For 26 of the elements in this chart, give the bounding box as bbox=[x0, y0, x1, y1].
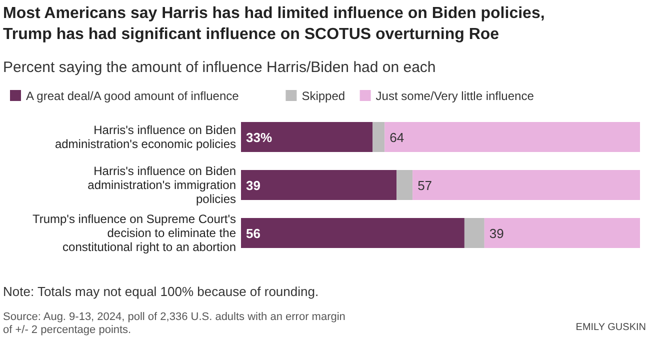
bar bbox=[384, 122, 640, 152]
bar bbox=[372, 122, 385, 152]
data-label: 57 bbox=[418, 178, 432, 193]
y-tick-label: Trump's influence on Supreme Court's decision to eliminate the constitutional right to an abortion bbox=[32, 212, 236, 254]
y-tick-label: Harris's influence on Biden administration's immigration policies bbox=[88, 164, 236, 206]
bar bbox=[484, 218, 640, 248]
bar bbox=[412, 170, 640, 200]
y-tick-label: Harris's influence on Biden administration's economic policies bbox=[54, 123, 236, 151]
text: Note: Totals may not equal 100% because of rounding. bbox=[3, 284, 319, 299]
source-note: Source: Aug. 9-13, 2024, poll of 2,336 U.S. adults with an error margin of +/- 2 percentage points. bbox=[3, 311, 346, 336]
chart-title: Most Americans say Harris has had limited influence on Biden policies, Trump has had significant influence on SCOTUS overturning Roe bbox=[3, 5, 545, 43]
bar bbox=[464, 218, 484, 248]
bar bbox=[396, 170, 413, 200]
data-label: 39 bbox=[489, 226, 504, 241]
data-label: 33% bbox=[246, 130, 272, 145]
legend-label: A great deal/A good amount of influence bbox=[26, 89, 240, 103]
data-label: 56 bbox=[246, 226, 260, 241]
legend-label: Just some/Very little influence bbox=[376, 89, 534, 103]
chart-subtitle: Percent saying the amount of influence Harris/Biden had on each bbox=[3, 59, 436, 76]
bar bbox=[241, 218, 464, 248]
bar bbox=[241, 122, 373, 152]
bar bbox=[241, 170, 397, 200]
data-label: 39 bbox=[246, 178, 260, 193]
legend-label: Skipped bbox=[302, 89, 346, 103]
text: EMILY GUSKIN bbox=[576, 322, 646, 333]
data-label: 64 bbox=[390, 130, 404, 145]
